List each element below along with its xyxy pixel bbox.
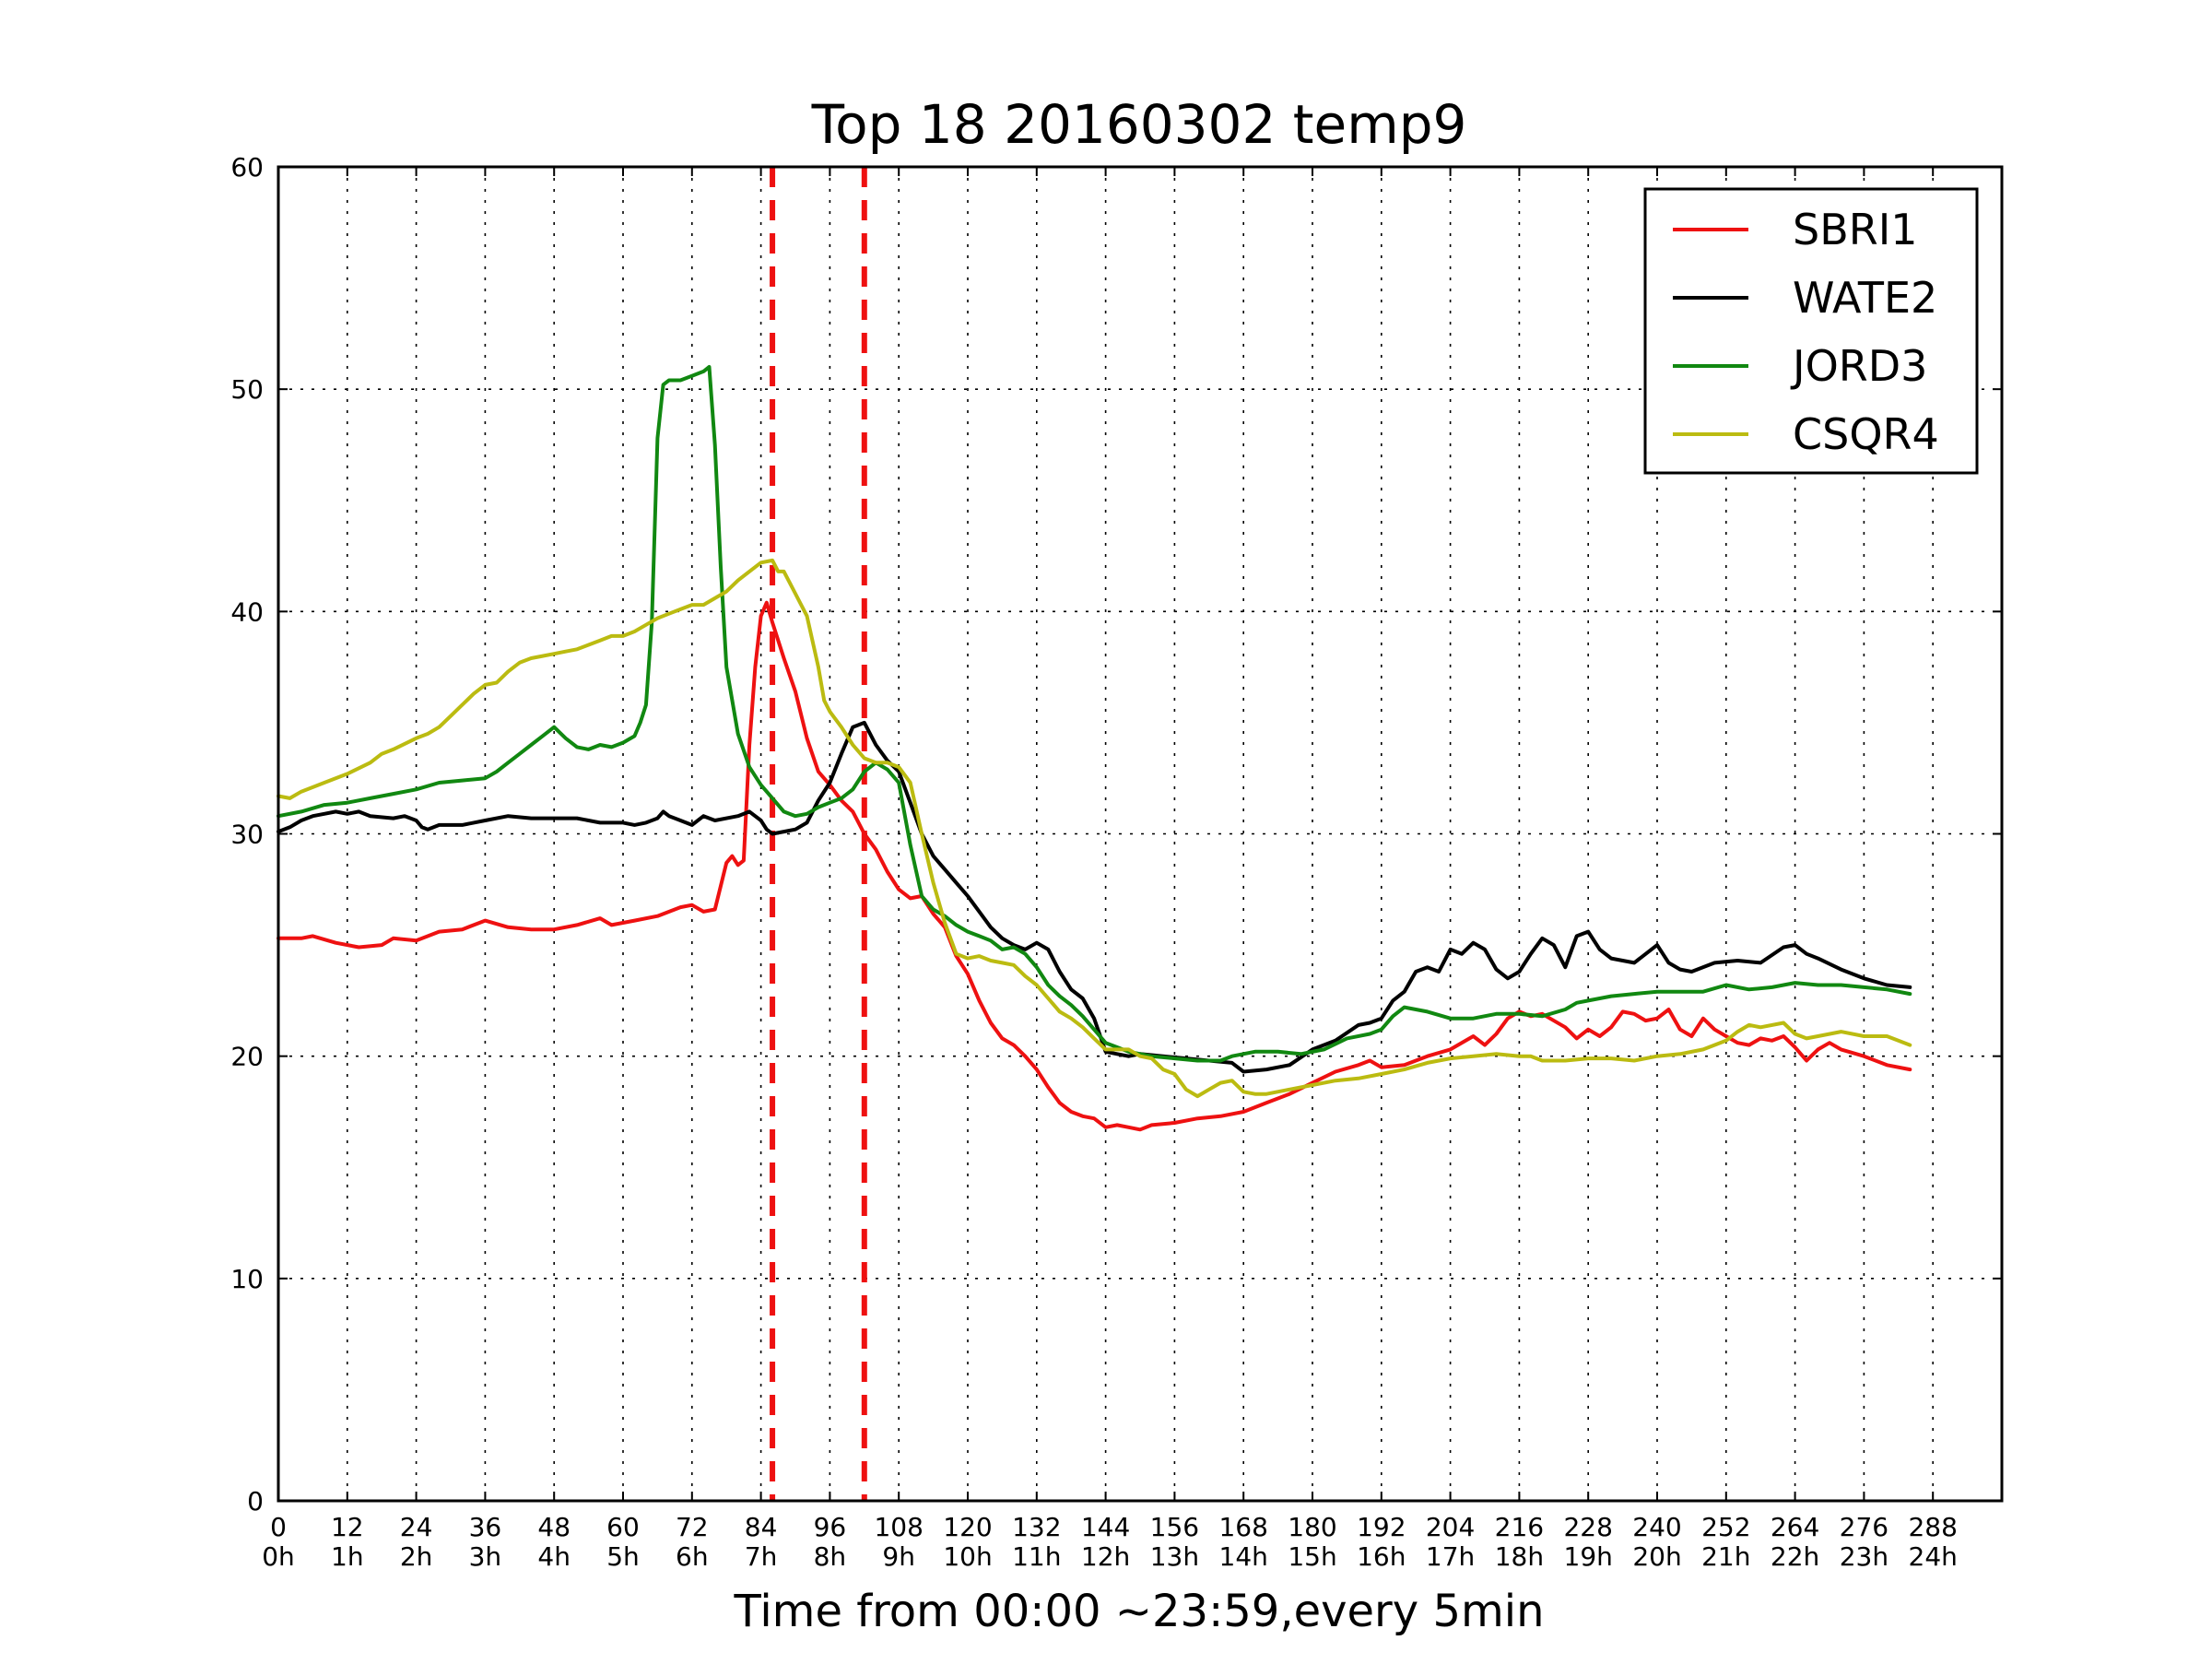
x-tick-label: 12 <box>331 1512 364 1542</box>
axis-ticks: 00h121h242h363h484h605h726h847h968h1089h… <box>230 152 2002 1572</box>
legend-label-csqr4: CSQR4 <box>1793 409 1939 459</box>
x-tick-hour-label: 14h <box>1219 1541 1268 1572</box>
x-tick-hour-label: 22h <box>1771 1541 1819 1572</box>
x-tick-hour-label: 0h <box>262 1541 295 1572</box>
series-line-wate2 <box>276 720 1912 1074</box>
y-tick-label: 10 <box>230 1264 264 1294</box>
legend-label-jord3: JORD3 <box>1790 341 1927 391</box>
y-tick-label: 20 <box>230 1042 264 1072</box>
y-tick-label: 50 <box>230 374 264 405</box>
x-tick-label: 180 <box>1288 1512 1336 1542</box>
x-tick-label: 192 <box>1357 1512 1406 1542</box>
x-tick-hour-label: 5h <box>606 1541 640 1572</box>
legend-label-wate2: WATE2 <box>1793 273 1937 323</box>
x-tick-label: 204 <box>1426 1512 1475 1542</box>
x-tick-label: 216 <box>1495 1512 1544 1542</box>
x-tick-hour-label: 13h <box>1150 1541 1199 1572</box>
x-tick-label: 156 <box>1150 1512 1199 1542</box>
x-tick-hour-label: 7h <box>745 1541 778 1572</box>
series-line-jord3 <box>276 365 1912 1063</box>
x-tick-label: 96 <box>814 1512 847 1542</box>
x-tick-label: 132 <box>1012 1512 1061 1542</box>
chart-title: Top 18 20160302 temp9 <box>811 93 1467 156</box>
x-tick-label: 288 <box>1908 1512 1957 1542</box>
y-tick-label: 30 <box>230 820 264 850</box>
x-tick-label: 252 <box>1701 1512 1750 1542</box>
legend-box <box>1643 187 1979 475</box>
x-tick-hour-label: 10h <box>943 1541 992 1572</box>
x-tick-hour-label: 12h <box>1081 1541 1130 1572</box>
x-tick-hour-label: 9h <box>882 1541 915 1572</box>
x-tick-hour-label: 6h <box>676 1541 709 1572</box>
x-tick-hour-label: 2h <box>400 1541 433 1572</box>
x-tick-hour-label: 15h <box>1288 1541 1336 1572</box>
x-tick-hour-label: 19h <box>1564 1541 1613 1572</box>
x-tick-label: 120 <box>943 1512 992 1542</box>
x-tick-label: 72 <box>676 1512 709 1542</box>
x-tick-hour-label: 8h <box>814 1541 847 1572</box>
x-tick-hour-label: 21h <box>1701 1541 1750 1572</box>
x-tick-label: 276 <box>1840 1512 1888 1542</box>
x-tick-hour-label: 20h <box>1632 1541 1681 1572</box>
x-tick-hour-label: 23h <box>1840 1541 1888 1572</box>
x-tick-hour-label: 16h <box>1357 1541 1406 1572</box>
x-tick-hour-label: 18h <box>1495 1541 1544 1572</box>
x-tick-label: 144 <box>1081 1512 1130 1542</box>
series-line-sbri1 <box>276 600 1912 1132</box>
x-tick-label: 36 <box>469 1512 502 1542</box>
x-tick-label: 108 <box>874 1512 923 1542</box>
series-line-csqr4 <box>276 558 1912 1099</box>
legend-label-sbri1: SBRI1 <box>1793 205 1918 254</box>
y-tick-label: 40 <box>230 596 264 627</box>
x-tick-label: 0 <box>270 1512 287 1542</box>
x-tick-label: 228 <box>1563 1512 1612 1542</box>
x-tick-hour-label: 24h <box>1909 1541 1958 1572</box>
x-tick-label: 168 <box>1218 1512 1267 1542</box>
x-tick-label: 48 <box>537 1512 571 1542</box>
x-tick-label: 264 <box>1771 1512 1819 1542</box>
x-tick-hour-label: 3h <box>469 1541 502 1572</box>
x-tick-hour-label: 4h <box>537 1541 571 1572</box>
x-tick-hour-label: 11h <box>1012 1541 1061 1572</box>
y-tick-label: 60 <box>230 152 264 183</box>
series-lines <box>276 365 1912 1132</box>
y-tick-label: 0 <box>247 1486 264 1516</box>
x-tick-label: 240 <box>1632 1512 1681 1542</box>
x-tick-hour-label: 1h <box>331 1541 364 1572</box>
x-axis-label: Time from 00:00 ~23:59,every 5min <box>734 1586 1545 1637</box>
legend: SBRI1 WATE2 JORD3 CSQR4 <box>1643 187 1979 475</box>
x-tick-label: 60 <box>606 1512 640 1542</box>
x-tick-hour-label: 17h <box>1426 1541 1475 1572</box>
x-tick-label: 24 <box>400 1512 433 1542</box>
x-tick-label: 84 <box>745 1512 778 1542</box>
